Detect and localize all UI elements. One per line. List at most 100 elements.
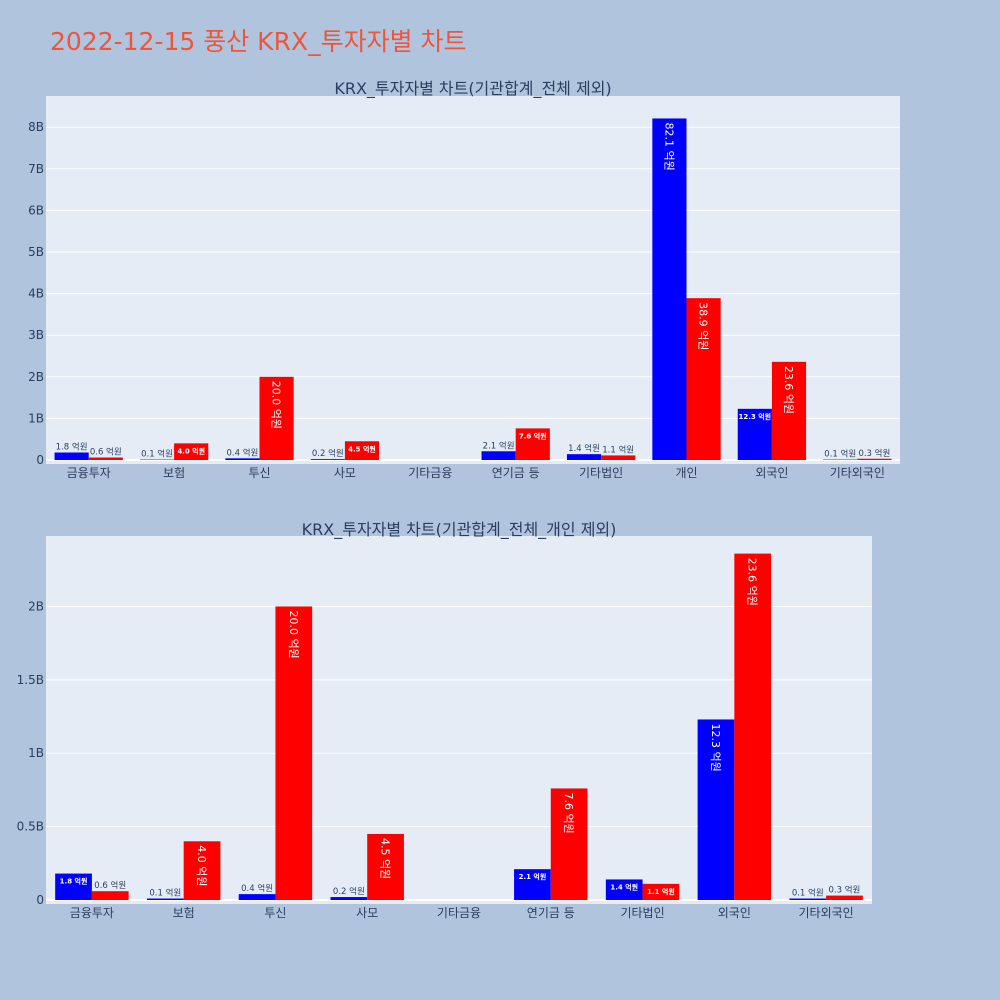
buy-bar [789,898,827,900]
bar-value-label: 2.1 억원 [519,872,547,881]
x-tick-label: 기타법인 [579,466,623,480]
sell-bar [88,457,123,460]
bar-value-label: 23.6 억원 [746,558,759,606]
page-title: 2022-12-15 풍산 KRX_투자자별 차트 [50,27,467,56]
y-tick-label: 2B [28,370,44,384]
bar-value-label: 0.1 억원 [792,888,824,899]
bar-value-label: 2.1 억원 [483,440,515,451]
bar-value-label: 0.1 억원 [149,888,181,899]
y-tick-label: 1B [28,746,44,760]
bar-value-label: 0.4 억원 [226,447,258,458]
x-tick-label: 기타금융 [437,906,481,920]
x-tick-label: 기타외국인 [799,906,854,920]
bar-value-label: 23.6 억원 [782,366,795,414]
bar-value-label: 12.3 억원 [709,723,722,771]
bar-value-label: 4.5 억원 [379,838,392,879]
sell-bar [367,833,404,900]
sell-bar [857,458,892,460]
y-tick-label: 1B [28,411,44,425]
y-tick-label: 0 [36,893,44,907]
bar-value-label: 1.8 억원 [60,877,88,886]
bar-value-label: 0.4 억원 [241,883,273,894]
buy-bar [605,879,643,900]
x-tick-label: 사모 [356,906,378,920]
x-tick-label: 개인 [675,466,697,480]
x-tick-label: 연기금 등 [527,906,575,920]
bar-value-label: 0.1 억원 [141,449,173,460]
bar-value-label: 0.1 억원 [824,449,856,460]
bar-value-label: 7.6 억원 [562,792,575,833]
bar-value-label: 7.6 억원 [519,431,547,440]
bar-value-label: 0.3 억원 [829,885,861,896]
buy-bar [737,408,772,460]
buy-bar [225,458,260,460]
x-tick-label: 금융투자 [67,466,111,480]
x-tick-label: 기타금융 [408,466,452,480]
buy-bar [481,451,516,460]
x-tick-label: 기타법인 [620,906,664,920]
buy-bar [146,898,184,900]
sell-bar [344,441,380,460]
y-tick-label: 0.5B [17,820,44,834]
bar-value-label: 1.4 억원 [568,443,600,454]
y-tick-label: 7B [28,162,44,176]
bar-value-label: 20.0 억원 [287,610,300,658]
chart-title: KRX_투자자별 차트(기관합계_전체 제외) [334,79,611,99]
buy-bar [238,894,276,900]
x-tick-label: 외국인 [755,466,788,480]
sell-bar [826,895,863,900]
x-tick-label: 보험 [163,466,185,480]
bar-value-label: 1.1 억원 [602,444,634,455]
sell-bar [550,788,588,900]
y-tick-label: 4B [28,287,44,301]
x-tick-label: 사모 [334,466,356,480]
sell-bar [642,883,680,900]
plot-area [46,96,900,464]
chart-title: KRX_투자자별 차트(기관합계_전체_개인 제외) [302,520,617,540]
y-tick-label: 8B [28,120,44,134]
x-tick-label: 외국인 [718,906,751,920]
y-tick-label: 6B [28,203,44,217]
bar-value-label: 1.4 억원 [610,882,638,891]
sell-bar [734,553,772,900]
x-tick-label: 투신 [248,466,270,480]
x-tick-label: 기타외국인 [830,466,885,480]
y-tick-label: 3B [28,328,44,342]
sell-bar [183,841,221,900]
bar-value-label: 0.2 억원 [333,886,365,897]
y-tick-label: 1.5B [17,673,44,687]
y-tick-label: 2B [28,599,44,613]
bar-value-label: 12.3 억원 [739,412,772,421]
x-tick-label: 투신 [264,906,286,920]
bar-value-label: 4.0 억원 [195,845,208,886]
bar-value-label: 1.1 억원 [647,887,675,896]
bar-value-label: 38.9 억원 [697,302,710,350]
x-tick-label: 연기금 등 [492,466,540,480]
sell-bar [601,455,636,460]
sell-bar [515,428,550,460]
bar-value-label: 0.2 억원 [312,448,344,459]
bar-value-label: 20.0 억원 [270,381,283,429]
x-tick-label: 보험 [173,906,195,920]
sell-bar [275,606,313,900]
bar-value-label: 0.6 억원 [90,447,122,458]
y-tick-label: 5B [28,245,44,259]
sell-bar [91,891,129,900]
buy-bar [652,118,687,461]
sell-bar [686,298,721,460]
x-tick-label: 금융투자 [70,906,114,920]
bar-value-label: 4.5 억원 [348,444,376,453]
sell-bar [771,361,807,460]
buy-bar [55,873,92,900]
buy-bar [54,452,89,460]
bar-value-label: 82.1 억원 [662,122,675,170]
buy-bar [310,459,345,460]
bar-value-label: 0.3 억원 [858,448,890,459]
sell-bar [259,376,294,460]
sell-bar [174,443,209,460]
buy-bar [330,897,368,900]
buy-bar [566,454,602,460]
y-tick-label: 0 [36,453,44,467]
buy-bar [697,719,735,900]
